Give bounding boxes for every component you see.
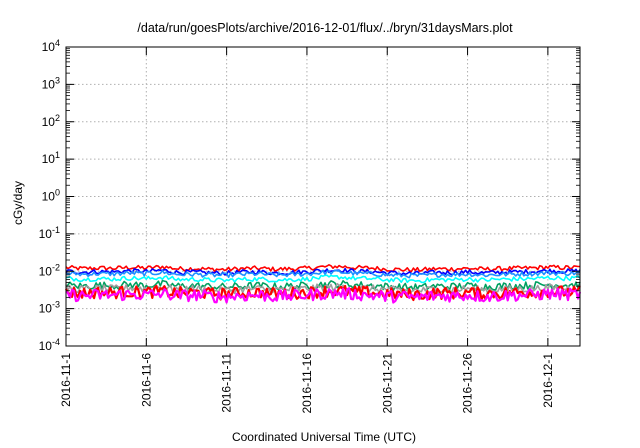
plot-frame [65, 46, 581, 347]
y-tick-label: 10-3 [39, 300, 60, 316]
series-line-3 [65, 269, 581, 279]
series-line-5 [65, 279, 581, 292]
y-tick-label: 102 [42, 113, 60, 129]
y-axis-label: cGy/day [11, 181, 25, 225]
series-group [65, 263, 582, 304]
x-tick-label: 2016-11-1 [59, 353, 73, 407]
y-tick-label: 104 [42, 38, 60, 54]
x-tick-label: 2016-11-6 [139, 353, 153, 407]
y-tick-label: 10-1 [39, 225, 60, 241]
y-tick-label: 103 [42, 75, 60, 91]
chart-title: /data/run/goesPlots/archive/2016-12-01/f… [137, 21, 513, 35]
y-tick-label: 10-4 [39, 337, 60, 353]
y-tick-label: 101 [42, 150, 60, 166]
series-line-8 [65, 287, 582, 304]
x-axis-label: Coordinated Universal Time (UTC) [232, 430, 416, 444]
series-line-4 [65, 274, 581, 284]
x-tick-label: 2016-11-11 [220, 353, 234, 413]
y-tick-label: 100 [42, 188, 60, 204]
axis-ticks: 10-4 10-3 10-2 10-1 100 101 102 103 104 2016-11-1… [39, 38, 580, 414]
y-tick-label: 10-2 [39, 262, 60, 278]
x-tick-label: 2016-11-21 [380, 353, 394, 414]
x-tick-label: 2016-11-26 [461, 353, 475, 414]
grid [65, 47, 580, 346]
x-tick-label: 2016-11-16 [300, 353, 314, 414]
x-tick-label: 2016-12-1 [541, 353, 555, 408]
series-line-1 [65, 263, 580, 273]
